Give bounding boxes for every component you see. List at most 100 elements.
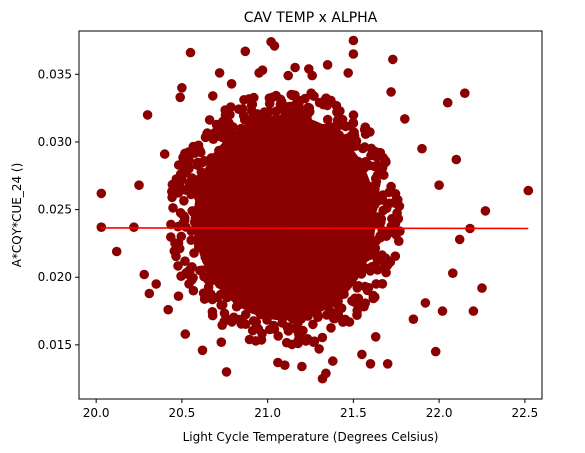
scatter-point [348, 110, 359, 120]
scatter-point [139, 269, 149, 280]
scatter-point [171, 174, 182, 184]
scatter-point [430, 346, 441, 357]
scatter-point [332, 107, 342, 117]
x-tick-label: 22.0 [426, 406, 453, 420]
scatter-point [307, 70, 318, 81]
scatter-point [257, 65, 268, 75]
scatter-point [294, 104, 304, 115]
scatter-point [208, 91, 218, 101]
y-tick-label: 0.035 [38, 67, 72, 81]
scatter-point [204, 115, 215, 125]
scatter-point [193, 157, 203, 168]
chart-title: CAV TEMP x ALPHA [244, 10, 378, 26]
scatter-point [454, 234, 465, 245]
x-axis-label: Light Cycle Temperature (Degrees Celsius… [183, 430, 439, 444]
scatter-point [240, 46, 251, 57]
scatter-point [328, 356, 338, 366]
scatter-point [373, 161, 383, 172]
scatter-point [480, 206, 491, 216]
scatter-point [283, 70, 294, 81]
scatter-point [163, 304, 173, 315]
x-tick-label: 21.0 [254, 406, 281, 420]
scatter-point [468, 306, 479, 316]
scatter-point [298, 325, 308, 336]
scatter-point [384, 228, 394, 238]
scatter-point [386, 181, 396, 192]
scatter-point [393, 213, 404, 224]
scatter-dense-core [193, 114, 376, 321]
scatter-point [343, 68, 354, 78]
scatter-point [348, 49, 359, 59]
scatter-point [358, 143, 368, 154]
scatter-point [96, 222, 107, 232]
scatter-point [377, 279, 388, 289]
trend-line [101, 227, 529, 230]
scatter-point [173, 160, 184, 170]
scatter-point [197, 345, 208, 356]
scatter-point [308, 337, 319, 348]
scatter-point [382, 260, 393, 271]
plot-area-frame [78, 30, 543, 400]
scatter-point [264, 324, 275, 335]
scatter-point [348, 118, 359, 128]
scatter-point [283, 326, 294, 336]
scatter-point [386, 87, 396, 97]
scatter-point [420, 298, 431, 308]
x-tick-label: 21.5 [340, 406, 367, 420]
scatter-point [390, 189, 401, 199]
scatter-point [144, 288, 155, 299]
scatter-point [370, 332, 381, 342]
x-axis-ticks: 20.0 20.5 21.0 21.5 22.0 22.5 [83, 399, 538, 420]
scatter-point [417, 143, 427, 154]
scatter-point [226, 79, 237, 89]
scatter-point [360, 122, 371, 132]
scatter-point [226, 102, 236, 112]
scatter-point [171, 244, 182, 254]
y-tick-label: 0.025 [38, 203, 72, 217]
scatter-point [383, 199, 394, 209]
scatter-point [381, 157, 391, 167]
scatter-point [185, 265, 195, 275]
scatter-point [360, 129, 371, 139]
scatter-point [168, 203, 178, 213]
scatter-point [477, 283, 487, 293]
scatter-point [221, 367, 232, 377]
scatter-point [349, 127, 359, 138]
y-tick-label: 0.030 [38, 135, 72, 149]
scatter-point [173, 291, 184, 302]
scatter-point [159, 149, 170, 159]
scatter-point [175, 92, 185, 103]
scatter-point [236, 319, 246, 329]
scatter-point [96, 188, 107, 199]
scatter-point [214, 68, 225, 78]
scatter-point [273, 331, 284, 341]
scatter-point [448, 268, 458, 279]
scatter-point [338, 315, 348, 326]
scatter-point [271, 106, 282, 117]
scatter-point [180, 329, 191, 339]
y-axis-ticks: 0.015 0.020 0.025 0.030 0.035 [38, 67, 79, 352]
scatter-point [280, 360, 290, 371]
scatter-point [442, 97, 453, 108]
scatter-point [200, 132, 211, 143]
scatter-point [166, 232, 176, 242]
scatter-point [184, 177, 195, 188]
scatter-point [151, 279, 161, 289]
scatter-point [352, 305, 363, 316]
scatter-point [357, 349, 367, 360]
scatter-point [251, 317, 262, 328]
scatter-point [376, 214, 387, 224]
scatter-point [207, 310, 218, 321]
scatter-point [308, 319, 318, 330]
scatter-point [224, 118, 234, 128]
scatter-point [217, 300, 228, 310]
scatter-point [227, 317, 237, 327]
scatter-point [353, 281, 364, 291]
scatter-point [304, 103, 315, 113]
scatter-point [257, 328, 267, 339]
scatter-point [360, 298, 371, 309]
scatter-point [434, 180, 444, 190]
scatter-point [177, 218, 188, 229]
y-tick-label: 0.020 [38, 270, 72, 284]
